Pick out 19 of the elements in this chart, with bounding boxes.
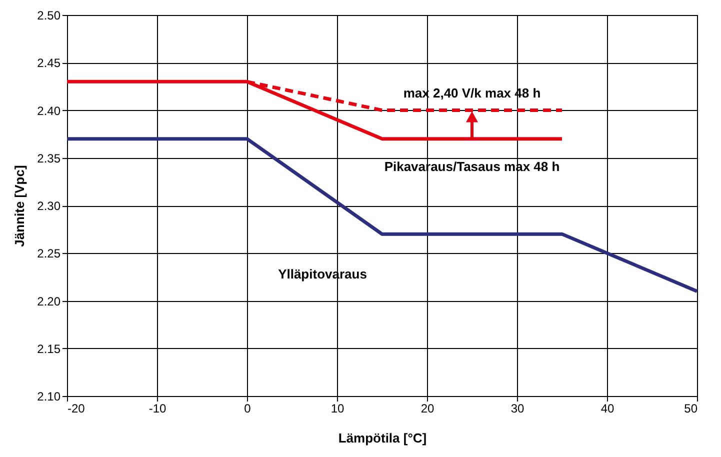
y-tick-label: 2.30: [37, 199, 61, 213]
x-tick-label: 10: [330, 402, 344, 416]
y-tick-label: 2.45: [37, 56, 61, 70]
y-axis-title: Jännite [Vpc]: [12, 165, 28, 247]
x-tick-label: -10: [148, 402, 166, 416]
x-tick-label: 40: [600, 402, 614, 416]
x-tick-label: -20: [68, 402, 86, 416]
x-tick-label: 0: [244, 402, 252, 416]
y-tick-label: 2.25: [37, 246, 61, 261]
y-tick-label: 2.50: [37, 8, 61, 22]
y-tick-label: 2.10: [37, 390, 61, 404]
x-tick-label: 20: [420, 402, 434, 416]
y-tick-label: 2.35: [37, 151, 61, 166]
x-tick-label: 30: [510, 402, 524, 416]
y-tick-label: 2.20: [37, 294, 61, 308]
x-axis-title: Lämpötila [°C]: [338, 430, 427, 446]
y-tick-label: 2.15: [37, 342, 61, 356]
x-tick-label: 50: [684, 402, 698, 416]
y-tick-label: 2.40: [37, 104, 61, 118]
